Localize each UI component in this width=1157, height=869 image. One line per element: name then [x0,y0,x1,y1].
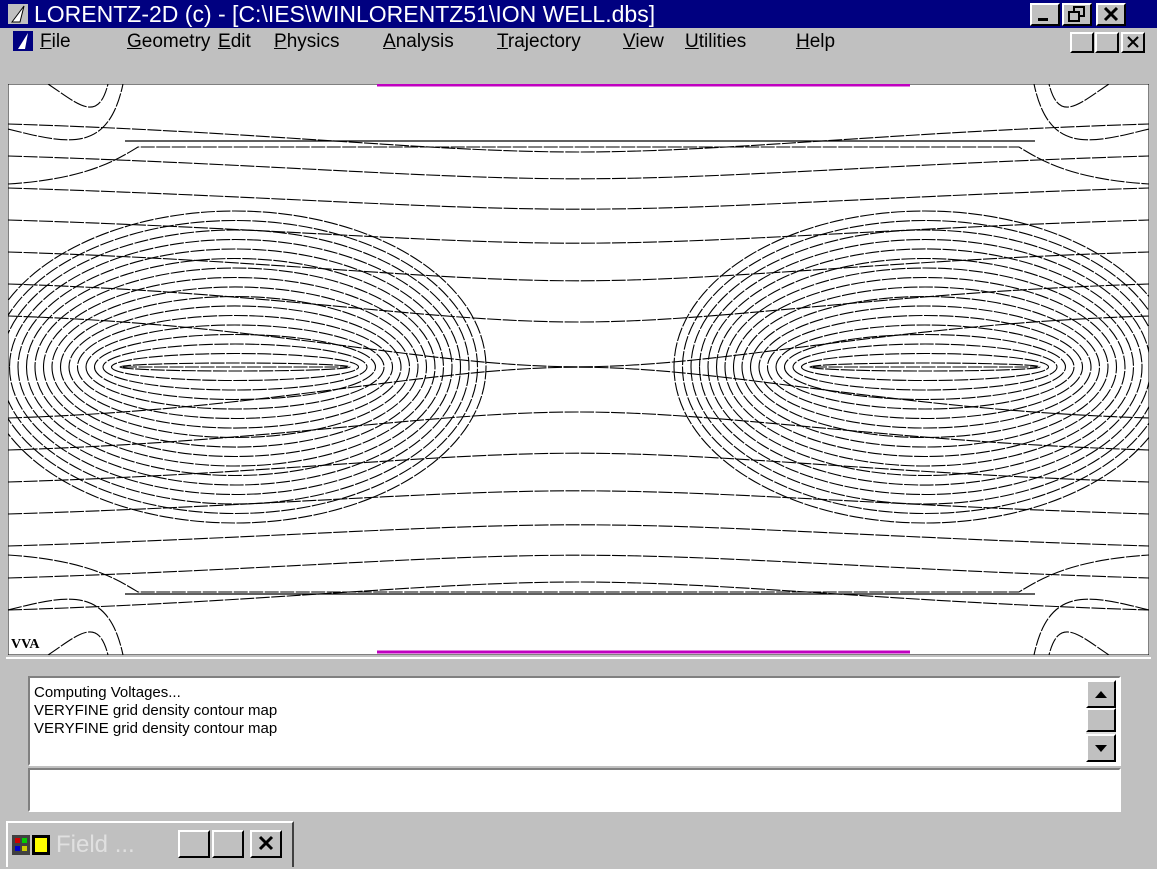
doc-minimize-button[interactable] [1070,32,1094,53]
title-bar [0,0,1157,28]
menu-item[interactable]: View [623,31,664,52]
mini-restore[interactable] [178,830,210,858]
menu-item[interactable]: Analysis [383,31,454,52]
doc-icon [13,31,33,51]
minimize-button[interactable] [1030,3,1060,26]
mini-maximize[interactable] [212,830,244,858]
command-input[interactable] [28,768,1121,812]
menu-bar [0,28,1157,56]
field-icon [12,835,50,855]
menu-item[interactable]: File [40,31,71,52]
mini-close[interactable] [250,830,282,858]
menu-item[interactable]: Geometry [127,31,211,52]
log-box: Computing Voltages... VERYFINE grid densi… [28,676,1121,766]
minimized-title: Field ... [56,831,135,858]
restore-button[interactable] [1062,3,1092,26]
menu-item[interactable]: Utilities [685,31,747,52]
scroll-up[interactable] [1086,680,1116,708]
menu-item[interactable]: Trajectory [497,31,581,52]
menu-item[interactable]: Help [796,31,836,52]
scroll-down[interactable] [1086,734,1116,762]
scrollbar [1086,680,1116,762]
minimized-window[interactable] [6,821,294,867]
log-line: Computing Voltages... [34,684,181,701]
plot-label: VVA [11,637,40,652]
doc-close-button[interactable] [1121,32,1145,53]
scroll-thumb[interactable] [1086,708,1116,732]
window-title: LORENTZ-2D (c) - [C:\IES\WINLORENTZ51\IO… [34,1,656,27]
close-button[interactable] [1096,3,1126,26]
app-icon [8,4,28,24]
log-line: VERYFINE grid density contour map [34,720,278,737]
menu-item[interactable]: Physics [274,31,340,52]
menu-item[interactable]: Edit [218,31,251,52]
contour-plot: VVA [8,84,1149,655]
splitter [6,657,1151,659]
log-line: VERYFINE grid density contour map [34,702,278,719]
doc-restore-button[interactable] [1095,32,1119,53]
